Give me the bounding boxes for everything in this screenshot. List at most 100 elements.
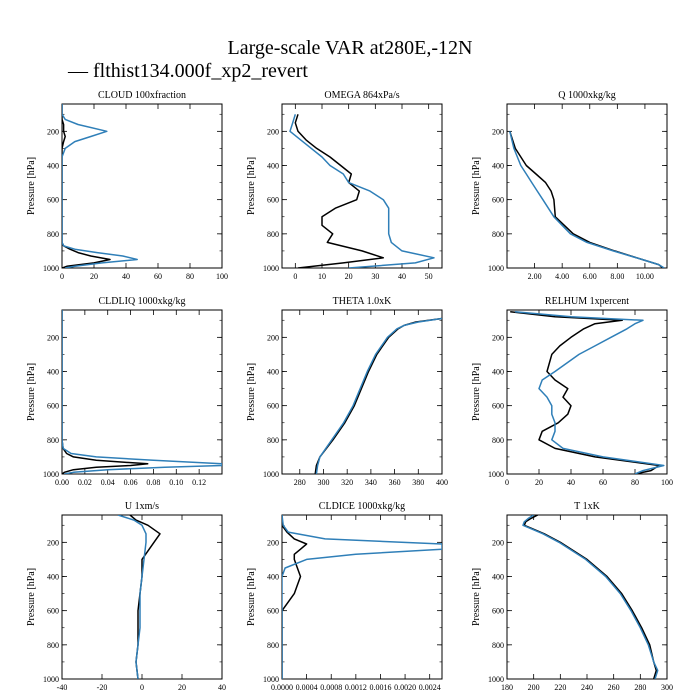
plot-frame [506,103,668,269]
plot-frame [61,103,223,269]
series-line-black [510,310,660,474]
series-line-blue [282,515,442,679]
x-tick-label: 40 [218,683,226,692]
y-axis-label: Pressure [hPa] [471,568,482,626]
y-tick-label: 200 [492,333,504,342]
x-tick-label: 0.10 [169,478,183,487]
series-line-blue [509,131,665,268]
x-tick-label: 40 [122,272,130,281]
x-tick-label: 200 [528,683,540,692]
x-tick-label: 320 [341,478,353,487]
x-tick-label: 300 [661,683,673,692]
y-tick-label: 800 [267,641,279,650]
x-tick-label: 100 [661,478,673,487]
y-tick-label: 200 [47,333,59,342]
y-tick-label: 800 [47,641,59,650]
plot-frame [61,514,223,680]
panel-0: CLOUD 100xfraction Pressure [hPa] 200 400 60… [26,90,228,281]
y-tick-label: 1000 [43,675,59,684]
x-tick-label: 10 [318,272,326,281]
x-tick-label: 10.00 [636,272,654,281]
x-tick-label: 60 [154,272,162,281]
panel-title: CLOUD 100xfraction [98,90,186,101]
panel-title: OMEGA 864xPa/s [324,90,399,101]
x-tick-label: 0.12 [192,478,206,487]
x-tick-label: 220 [554,683,566,692]
x-tick-label: -40 [57,683,68,692]
y-axis-label: Pressure [hPa] [471,157,482,215]
x-tick-label: 240 [581,683,593,692]
panel-title: THETA 1.0xK [333,296,392,307]
y-tick-label: 800 [47,230,59,239]
y-tick-label: 200 [47,538,59,547]
x-tick-label: 4.00 [555,272,569,281]
y-tick-label: 600 [47,402,59,411]
x-tick-label: 6.00 [583,272,597,281]
x-tick-label: 0.08 [146,478,160,487]
y-tick-label: 200 [492,127,504,136]
series-line-blue [315,317,442,474]
y-axis-label: Pressure [hPa] [26,157,37,215]
panel-2: Q 1000xkg/kg Pressure [hPa] 200 400 600 800 10… [471,90,668,281]
legend-label: — flthist134.000f_xp2_revert [67,60,308,82]
x-tick-label: 380 [412,478,424,487]
x-tick-label: 8.00 [610,272,624,281]
series-line-black [509,131,664,268]
x-tick-label: 280 [634,683,646,692]
x-tick-label: 0 [140,683,144,692]
y-tick-label: 200 [267,127,279,136]
y-tick-label: 800 [267,436,279,445]
panel-7: CLDICE 1000xkg/kg Pressure [hPa] 200 400 600… [246,501,443,692]
x-tick-label: 260 [608,683,620,692]
plot-frame [61,309,223,475]
y-tick-label: 600 [267,402,279,411]
panel-3: CLDLIQ 1000xkg/kg Pressure [hPa] 200 400 600… [26,296,223,487]
y-tick-label: 400 [47,162,59,171]
panel-title: CLDLIQ 1000xkg/kg [99,296,186,307]
x-tick-label: 30 [371,272,379,281]
y-tick-label: 800 [492,436,504,445]
panel-title: RELHUM 1xpercent [545,296,629,307]
y-tick-label: 600 [47,607,59,616]
x-tick-label: 0.0012 [345,683,367,692]
series-line-blue [289,114,435,268]
y-tick-label: 1000 [263,264,279,273]
y-tick-label: 400 [267,162,279,171]
x-tick-label: 180 [501,683,513,692]
x-tick-label: 20 [90,272,98,281]
panel-title: CLDICE 1000xkg/kg [319,501,405,512]
y-tick-label: 600 [267,607,279,616]
y-tick-label: 800 [492,641,504,650]
x-tick-label: 100 [216,272,228,281]
x-tick-label: 50 [425,272,433,281]
y-tick-label: 200 [47,127,59,136]
series-line-black [294,114,385,268]
x-tick-label: 0.0016 [369,683,391,692]
y-tick-label: 1000 [43,470,59,479]
y-axis-label: Pressure [hPa] [26,363,37,421]
y-tick-label: 800 [492,230,504,239]
y-axis-label: Pressure [hPa] [26,568,37,626]
y-axis-label: Pressure [hPa] [471,363,482,421]
x-tick-label: 0 [505,478,509,487]
x-tick-label: 0.04 [101,478,115,487]
series-line-black [523,515,658,679]
x-tick-label: 40 [567,478,575,487]
x-tick-label: 0.0024 [419,683,441,692]
x-tick-label: 0.06 [124,478,138,487]
y-tick-label: 200 [492,538,504,547]
series-line-blue [522,515,659,679]
x-tick-label: 0.0004 [296,683,318,692]
y-tick-label: 600 [47,196,59,205]
plot-frame [281,103,443,269]
x-tick-label: 280 [294,478,306,487]
series-line-black [62,104,111,268]
x-tick-label: -20 [97,683,108,692]
x-tick-label: 20 [535,478,543,487]
series-line-blue [62,104,138,268]
